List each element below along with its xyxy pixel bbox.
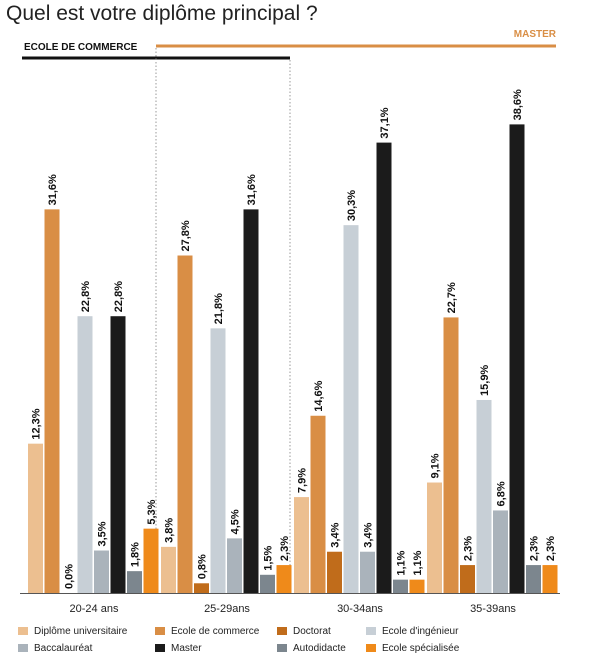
chart-title: Quel est votre diplôme principal ?	[6, 2, 318, 25]
legend-swatch	[18, 644, 28, 653]
data-label: 22,8%	[113, 281, 125, 312]
data-label: 2,3%	[529, 536, 541, 561]
legend-item: Diplôme universitaire	[18, 626, 127, 637]
legend-swatch	[366, 644, 376, 653]
legend-item: Master	[155, 643, 202, 654]
legend-item: Ecole d'ingénieur	[366, 626, 458, 637]
data-label: 1,1%	[396, 550, 408, 575]
bar	[227, 538, 242, 593]
data-label: 38,6%	[512, 89, 524, 120]
bar	[310, 415, 326, 593]
bar	[360, 551, 375, 593]
bar	[243, 209, 259, 593]
bar	[493, 510, 508, 593]
bar	[94, 550, 109, 593]
bar	[143, 528, 159, 593]
bar	[476, 399, 492, 593]
legend-swatch	[18, 627, 28, 636]
legend-swatch	[277, 627, 287, 636]
data-label: 12,3%	[31, 408, 43, 439]
bar	[294, 497, 309, 593]
legend-label: Ecole de commerce	[171, 626, 260, 637]
bar	[44, 209, 60, 593]
band-annotations: ECOLE DE COMMERCE MASTER	[22, 29, 557, 593]
data-label: 2,3%	[279, 536, 291, 561]
legend-item: Baccalauréat	[18, 643, 92, 654]
bar	[194, 583, 209, 593]
legend-swatch	[155, 627, 165, 636]
bar-group	[28, 124, 558, 594]
data-label: 1,1%	[412, 550, 424, 575]
data-label: 3,4%	[330, 522, 342, 547]
data-label: 4,5%	[230, 509, 242, 534]
legend-label: Ecole spécialisée	[382, 643, 460, 654]
data-label: 31,6%	[47, 174, 59, 205]
bar-chart: ECOLE DE COMMERCE MASTER 12,3% 3,8% 7,9% 9,1…	[20, 29, 560, 615]
legend-label: Diplôme universitaire	[34, 626, 128, 637]
bar	[260, 574, 275, 593]
x-axis: 20-24 ans 25-29ans 30-34ans 35-39ans	[20, 593, 560, 615]
bar	[177, 255, 193, 594]
bar	[161, 546, 176, 593]
band-label-master: MASTER	[514, 29, 557, 40]
bar	[526, 565, 541, 593]
x-tick-label: 30-34ans	[337, 603, 383, 615]
legend-label: Master	[171, 643, 202, 654]
legend-label: Baccalauréat	[34, 643, 93, 654]
bar	[443, 317, 459, 593]
legend-swatch	[366, 627, 376, 636]
bar	[110, 316, 126, 593]
bar	[460, 565, 475, 593]
data-label: 22,7%	[446, 282, 458, 313]
data-label: 5,3%	[146, 499, 158, 524]
bar	[28, 443, 43, 593]
legend-item: Doctorat	[277, 626, 331, 637]
legend-item: Ecole de commerce	[155, 626, 259, 637]
data-label: 7,9%	[297, 468, 309, 493]
bar	[542, 565, 558, 593]
data-label-group: 12,3% 3,8% 7,9% 9,1% 31,6% 27,8% 14,6% 22,7% 0,0…	[31, 89, 558, 589]
legend-label: Ecole d'ingénieur	[382, 626, 459, 637]
data-label: 15,9%	[479, 365, 491, 396]
data-label: 31,6%	[246, 174, 258, 205]
legend-swatch	[155, 644, 165, 653]
data-label: 9,1%	[430, 453, 442, 478]
bar	[509, 124, 525, 593]
bar	[77, 316, 93, 593]
data-label: 30,3%	[346, 190, 358, 221]
data-label: 14,6%	[313, 380, 325, 411]
legend-label: Autodidacte	[293, 643, 346, 654]
x-tick-label: 25-29ans	[204, 603, 250, 615]
bar	[276, 565, 292, 593]
data-label: 21,8%	[213, 293, 225, 324]
data-label: 3,5%	[97, 521, 109, 546]
legend-item: Ecole spécialisée	[366, 643, 459, 654]
data-label: 1,8%	[130, 542, 142, 567]
data-label: 3,8%	[164, 518, 176, 543]
data-label: 0,8%	[197, 554, 209, 579]
legend-swatch	[277, 644, 287, 653]
data-label: 3,4%	[363, 522, 375, 547]
data-label: 0,0%	[64, 564, 76, 589]
bar	[393, 579, 408, 593]
data-label: 27,8%	[180, 220, 192, 251]
bar	[427, 482, 442, 593]
band-label-ecole-de-commerce: ECOLE DE COMMERCE	[24, 42, 138, 53]
bar	[327, 551, 342, 593]
data-label: 2,3%	[463, 536, 475, 561]
data-label: 22,8%	[80, 281, 92, 312]
x-tick-label: 35-39ans	[470, 603, 516, 615]
legend-label: Doctorat	[293, 626, 331, 637]
bar	[210, 328, 226, 593]
data-label: 37,1%	[379, 107, 391, 138]
data-label: 1,5%	[263, 545, 275, 570]
bar	[127, 571, 142, 593]
bar	[409, 579, 425, 593]
x-tick-label: 20-24 ans	[70, 603, 119, 615]
bar	[343, 225, 359, 593]
data-label: 2,3%	[545, 536, 557, 561]
data-label: 6,8%	[496, 481, 508, 506]
bar	[376, 142, 392, 593]
legend-item: Autodidacte	[277, 643, 346, 654]
